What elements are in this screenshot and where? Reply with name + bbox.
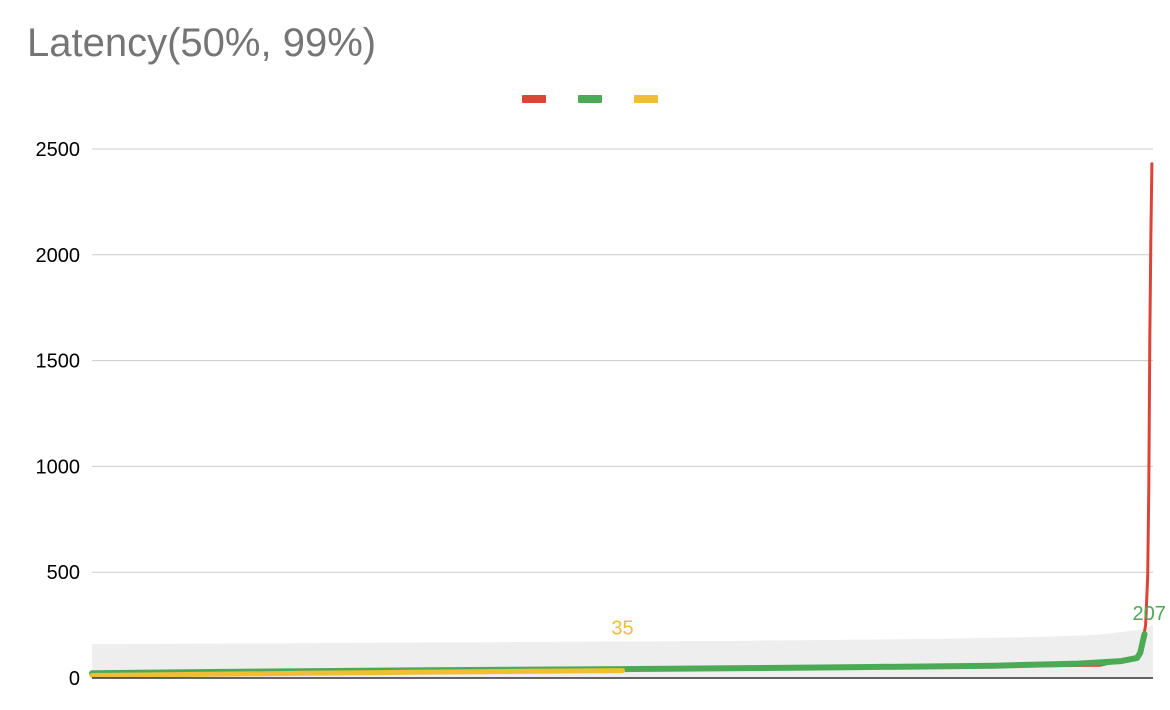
- grid: 0 500 1000 1500 2000 2500: [36, 139, 1153, 690]
- y-tick-label: 2500: [36, 139, 81, 161]
- legend-swatch-red: [522, 95, 546, 103]
- y-tick-label: 500: [47, 562, 80, 584]
- data-labels: 207 35: [611, 603, 1166, 639]
- legend-swatch-green: [578, 95, 602, 103]
- y-tick-label: 1500: [36, 351, 81, 373]
- series-line-yellow: [89, 668, 625, 678]
- y-tick-label: 0: [69, 668, 80, 690]
- series-line-red: [90, 162, 1154, 675]
- data-label-yellow: 35: [611, 618, 633, 640]
- chart-title: Latency(50%, 99%): [27, 21, 376, 65]
- y-tick-label: 1000: [36, 456, 81, 478]
- legend-swatch-yellow: [634, 95, 658, 103]
- series-lines: [89, 162, 1154, 678]
- data-label-green: 207: [1133, 603, 1166, 625]
- y-tick-label: 2000: [36, 245, 81, 267]
- legend: [522, 95, 658, 103]
